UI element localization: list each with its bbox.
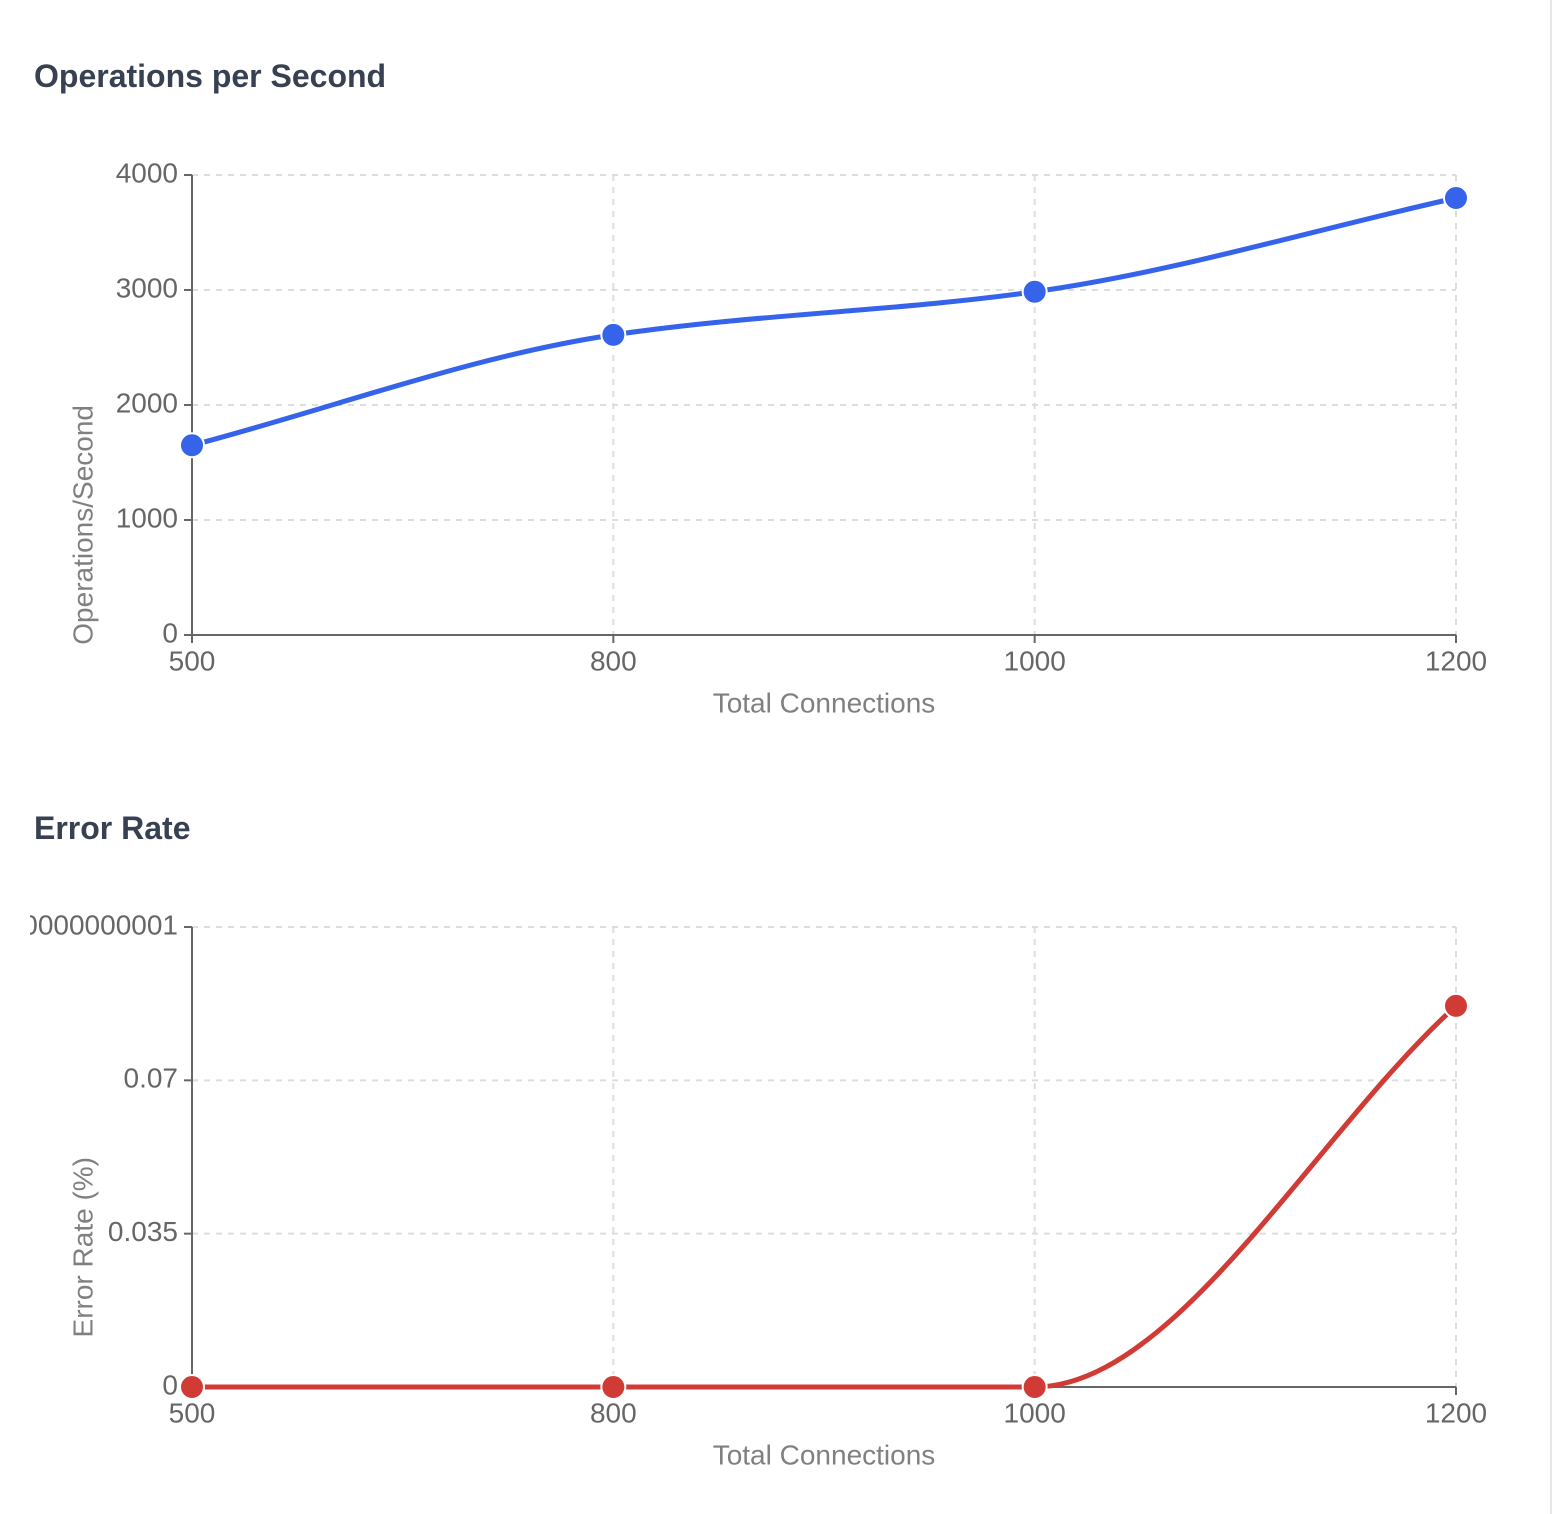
y-tick-label: 0.035: [108, 1216, 178, 1247]
point: [1443, 185, 1469, 211]
x-tick-label: 500: [169, 1397, 216, 1428]
x-tick-label: 800: [590, 1397, 637, 1428]
panel-border: [1550, 0, 1552, 1514]
chart-title: Error Rate: [34, 810, 191, 846]
point: [1021, 1374, 1048, 1400]
point: [1021, 278, 1048, 305]
x-tick-label: 500: [169, 645, 216, 676]
line: [192, 1004, 1458, 1390]
chart: 0 1000 2000 3000 4000 500 800 1000 1200 Total Con…: [67, 157, 1487, 718]
point: [179, 432, 205, 459]
x-tick-label: 1000: [1004, 645, 1066, 676]
y-tick-label: 3000: [116, 272, 178, 303]
y-tick-label: 0: [162, 617, 178, 648]
y-tick-label: 0.07: [124, 1063, 179, 1094]
x-axis-label: Total Connections: [713, 687, 936, 718]
point: [600, 321, 627, 348]
y-tick-label: 0: [162, 1369, 178, 1400]
x-tick-label: 1000: [1004, 1397, 1066, 1428]
line: [191, 195, 1457, 448]
point: [600, 1374, 627, 1400]
chart: 0 0.035 0.07 0.10500000000000001 500 800 1000 1…: [30, 909, 1487, 1470]
y-axis-label: Operations/Second: [67, 405, 98, 645]
y-axis-label: Error Rate (%): [67, 1157, 98, 1337]
y-tick-label: 1000: [116, 502, 178, 533]
x-tick-label: 1200: [1425, 1397, 1487, 1428]
x-tick-label: 800: [590, 645, 637, 676]
x-axis-label: Total Connections: [713, 1439, 936, 1470]
point: [1443, 992, 1469, 1019]
y-tick-label: 0.10500000000000001: [30, 909, 178, 940]
point: [179, 1374, 205, 1400]
y-tick-label: 2000: [116, 387, 178, 418]
chart-title: Operations per Second: [34, 58, 387, 94]
y-tick-label: 4000: [116, 157, 178, 188]
x-tick-label: 1200: [1425, 645, 1487, 676]
